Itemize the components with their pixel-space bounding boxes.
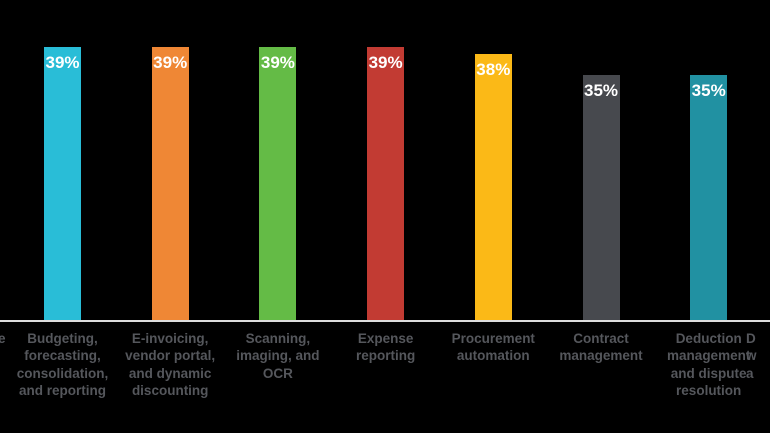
category-label-line: Deduction xyxy=(675,331,742,346)
bar-rect: 39% xyxy=(259,47,297,320)
bar-value-label: 38% xyxy=(476,60,511,79)
bar-value-label: 39% xyxy=(153,53,188,72)
category-label-line: and reporting xyxy=(19,383,106,399)
category-label-line: imaging, and xyxy=(236,348,320,364)
bar-rect: 39% xyxy=(367,47,405,320)
bar-rect: 39% xyxy=(44,47,81,320)
category-label-line: forecasting, xyxy=(24,348,101,364)
bar-rect: 35% xyxy=(690,75,728,320)
category-label-line: E-invoicing, xyxy=(131,331,209,346)
category-label-line: automation xyxy=(456,348,530,364)
category-label: E-invoicing, vendor portal, and dynamic dis… xyxy=(110,330,230,400)
category-label: Budgeting, forecasting, consolidation, and … xyxy=(3,330,123,400)
category-label-line: consolidation, xyxy=(16,365,109,381)
cropped-category-label-right-line: a xyxy=(746,365,754,381)
category-label-line: Contract xyxy=(573,331,629,346)
category-label-line: and dynamic xyxy=(128,365,212,381)
category-label: Expense reporting xyxy=(326,330,446,365)
bar-value-label: 35% xyxy=(691,81,726,100)
cropped-category-label-right-line: w xyxy=(746,348,757,364)
category-label: Procurement automation xyxy=(433,330,553,365)
category-label-line: discounting xyxy=(131,383,209,399)
category-label: Scanning, imaging, and OCR xyxy=(218,330,338,382)
category-label-line: OCR xyxy=(262,365,293,381)
bar-rect: 39% xyxy=(151,47,189,320)
category-label-line: Expense xyxy=(357,331,414,346)
category-label-line: resolution xyxy=(676,383,742,399)
cropped-category-label-right-line: D xyxy=(746,331,756,346)
x-axis-line xyxy=(0,320,770,322)
category-label-line: Budgeting, xyxy=(27,331,98,346)
category-label-line: management xyxy=(559,348,643,364)
cropped-category-label-left: e xyxy=(0,331,6,346)
category-label: Deduction management and dispute resolution xyxy=(649,330,769,400)
category-label-line: vendor portal, xyxy=(125,348,216,364)
category-label-line: management xyxy=(667,348,751,364)
cropped-category-label-right: D w a xyxy=(746,330,757,382)
category-label-line: Procurement xyxy=(451,331,535,346)
category-label-line: and dispute xyxy=(670,365,747,381)
bar-value-label: 35% xyxy=(583,81,619,100)
bar-rect: 38% xyxy=(474,54,512,320)
bar-rect: 35% xyxy=(582,75,620,320)
bar-value-label: 39% xyxy=(260,53,295,72)
category-label-line: reporting xyxy=(355,348,416,364)
category-label-line: Scanning, xyxy=(245,331,311,346)
bar-value-label: 39% xyxy=(368,53,403,72)
bar-value-label: 39% xyxy=(45,53,80,72)
category-label: Contract management xyxy=(541,330,661,365)
